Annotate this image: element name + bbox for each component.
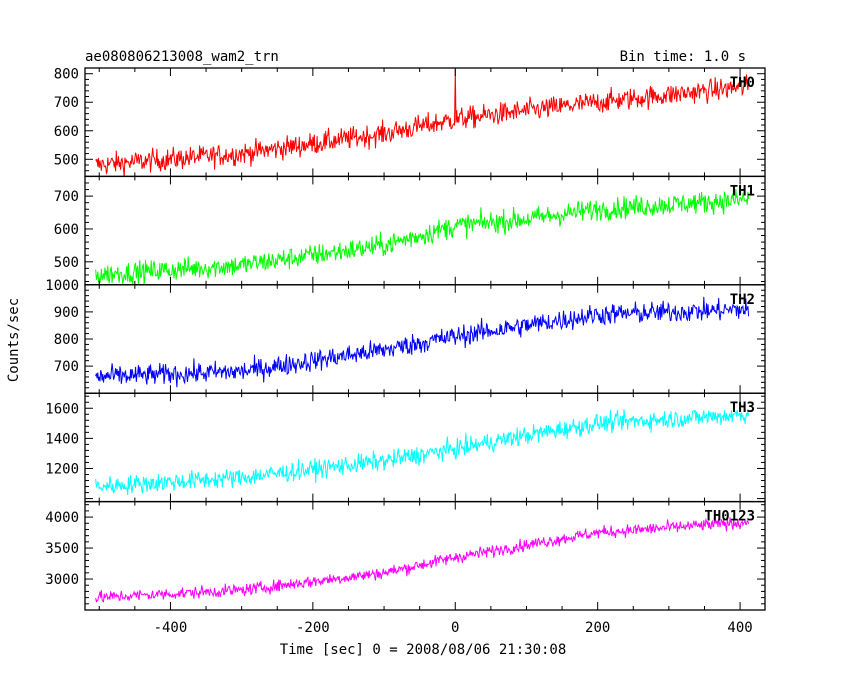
x-axis-label: Time [sec] 0 = 2008/08/06 21:30:08 — [280, 642, 567, 658]
x-tick-label: 400 — [727, 620, 752, 636]
series-line-th3 — [95, 409, 750, 495]
panel-label-th0: TH0 — [730, 75, 755, 91]
panel-label-th0123: TH0123 — [704, 509, 755, 525]
panel-frame — [84, 392, 766, 503]
y-tick-label: 800 — [54, 332, 79, 348]
y-tick-label: 800 — [54, 67, 79, 83]
chart-title: ae080806213008_wam2_trn — [85, 49, 279, 65]
y-tick-label: 1600 — [45, 401, 79, 417]
series-line-th2 — [95, 296, 750, 388]
panel-label-th1: TH1 — [730, 183, 755, 199]
panel-frame — [84, 500, 766, 611]
x-tick-label: 0 — [451, 620, 459, 636]
y-tick-label: 600 — [54, 222, 79, 238]
y-tick-label: 500 — [54, 152, 79, 168]
panel-th2: 700 800 900 1000 TH2 — [45, 278, 766, 394]
y-tick-label: 1400 — [45, 431, 79, 447]
series-line-th1 — [95, 189, 750, 285]
y-tick-label: 1200 — [45, 461, 79, 477]
bin-time-label: Bin time: 1.0 s — [620, 49, 746, 65]
x-tick-label: -200 — [296, 620, 330, 636]
panels-group: 500 600 700 800 TH0 500 600 700 TH1 700 800 900 1000… — [45, 67, 766, 636]
panel-th0: 500 600 700 800 TH0 — [54, 67, 766, 178]
x-tick-label: 200 — [585, 620, 610, 636]
panel-label-th3: TH3 — [730, 400, 755, 416]
y-tick-label: 700 — [54, 359, 79, 375]
y-tick-label: 600 — [54, 124, 79, 140]
y-tick-label: 4000 — [45, 510, 79, 526]
y-tick-label: 3000 — [45, 572, 79, 588]
y-tick-label: 700 — [54, 189, 79, 205]
y-tick-label: 3500 — [45, 541, 79, 557]
series-line-th0123 — [95, 517, 750, 603]
panel-th3: 1200 1400 1600 TH3 — [45, 392, 766, 503]
panel-th1: 500 600 700 TH1 — [54, 175, 766, 286]
y-tick-label: 1000 — [45, 278, 79, 294]
panel-label-th2: TH2 — [730, 292, 755, 308]
panel-th0123: 3000 3500 4000 TH0123 — [45, 500, 766, 611]
y-tick-label: 700 — [54, 95, 79, 111]
y-axis-label: Counts/sec — [6, 298, 22, 382]
x-tick-label: -400 — [154, 620, 188, 636]
series-line-th0 — [95, 69, 750, 177]
y-tick-label: 500 — [54, 255, 79, 271]
y-tick-label: 900 — [54, 305, 79, 321]
